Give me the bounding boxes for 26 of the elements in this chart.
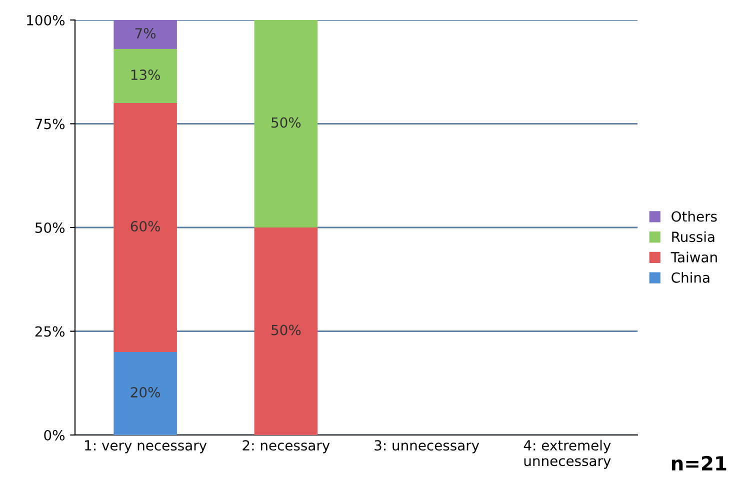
text: n=21	[672, 456, 726, 470]
bar	[114, 352, 177, 435]
y-tick-label: 50%	[35, 222, 65, 233]
legend-label: China	[672, 272, 710, 283]
bar	[254, 20, 318, 228]
x-tick-label: 3: unnecessary	[374, 440, 480, 454]
legend-label: Russia	[672, 231, 714, 242]
data-label: 20%	[130, 387, 160, 398]
data-label: 50%	[272, 117, 301, 128]
x-tick-label: 2: necessary	[242, 440, 330, 454]
bar	[114, 103, 177, 352]
y-tick-label: 25%	[35, 326, 65, 337]
y-tick-label: 0%	[44, 430, 65, 440]
bar	[114, 20, 177, 50]
data-label: 13%	[131, 70, 160, 80]
data-label: 60%	[130, 221, 160, 232]
bar	[254, 228, 318, 435]
legend-label: Others	[672, 210, 717, 222]
y-tick-label: 100%	[27, 14, 65, 26]
data-label: 50%	[272, 324, 301, 336]
y-tick-label: 75%	[36, 118, 65, 130]
data-label: 7%	[135, 28, 156, 39]
legend-label: Taiwan	[670, 252, 717, 262]
bar	[114, 49, 177, 103]
x-tick-label: 4: extremely unnecessary	[524, 440, 611, 469]
x-tick-label: 1: very necessary	[85, 440, 207, 454]
